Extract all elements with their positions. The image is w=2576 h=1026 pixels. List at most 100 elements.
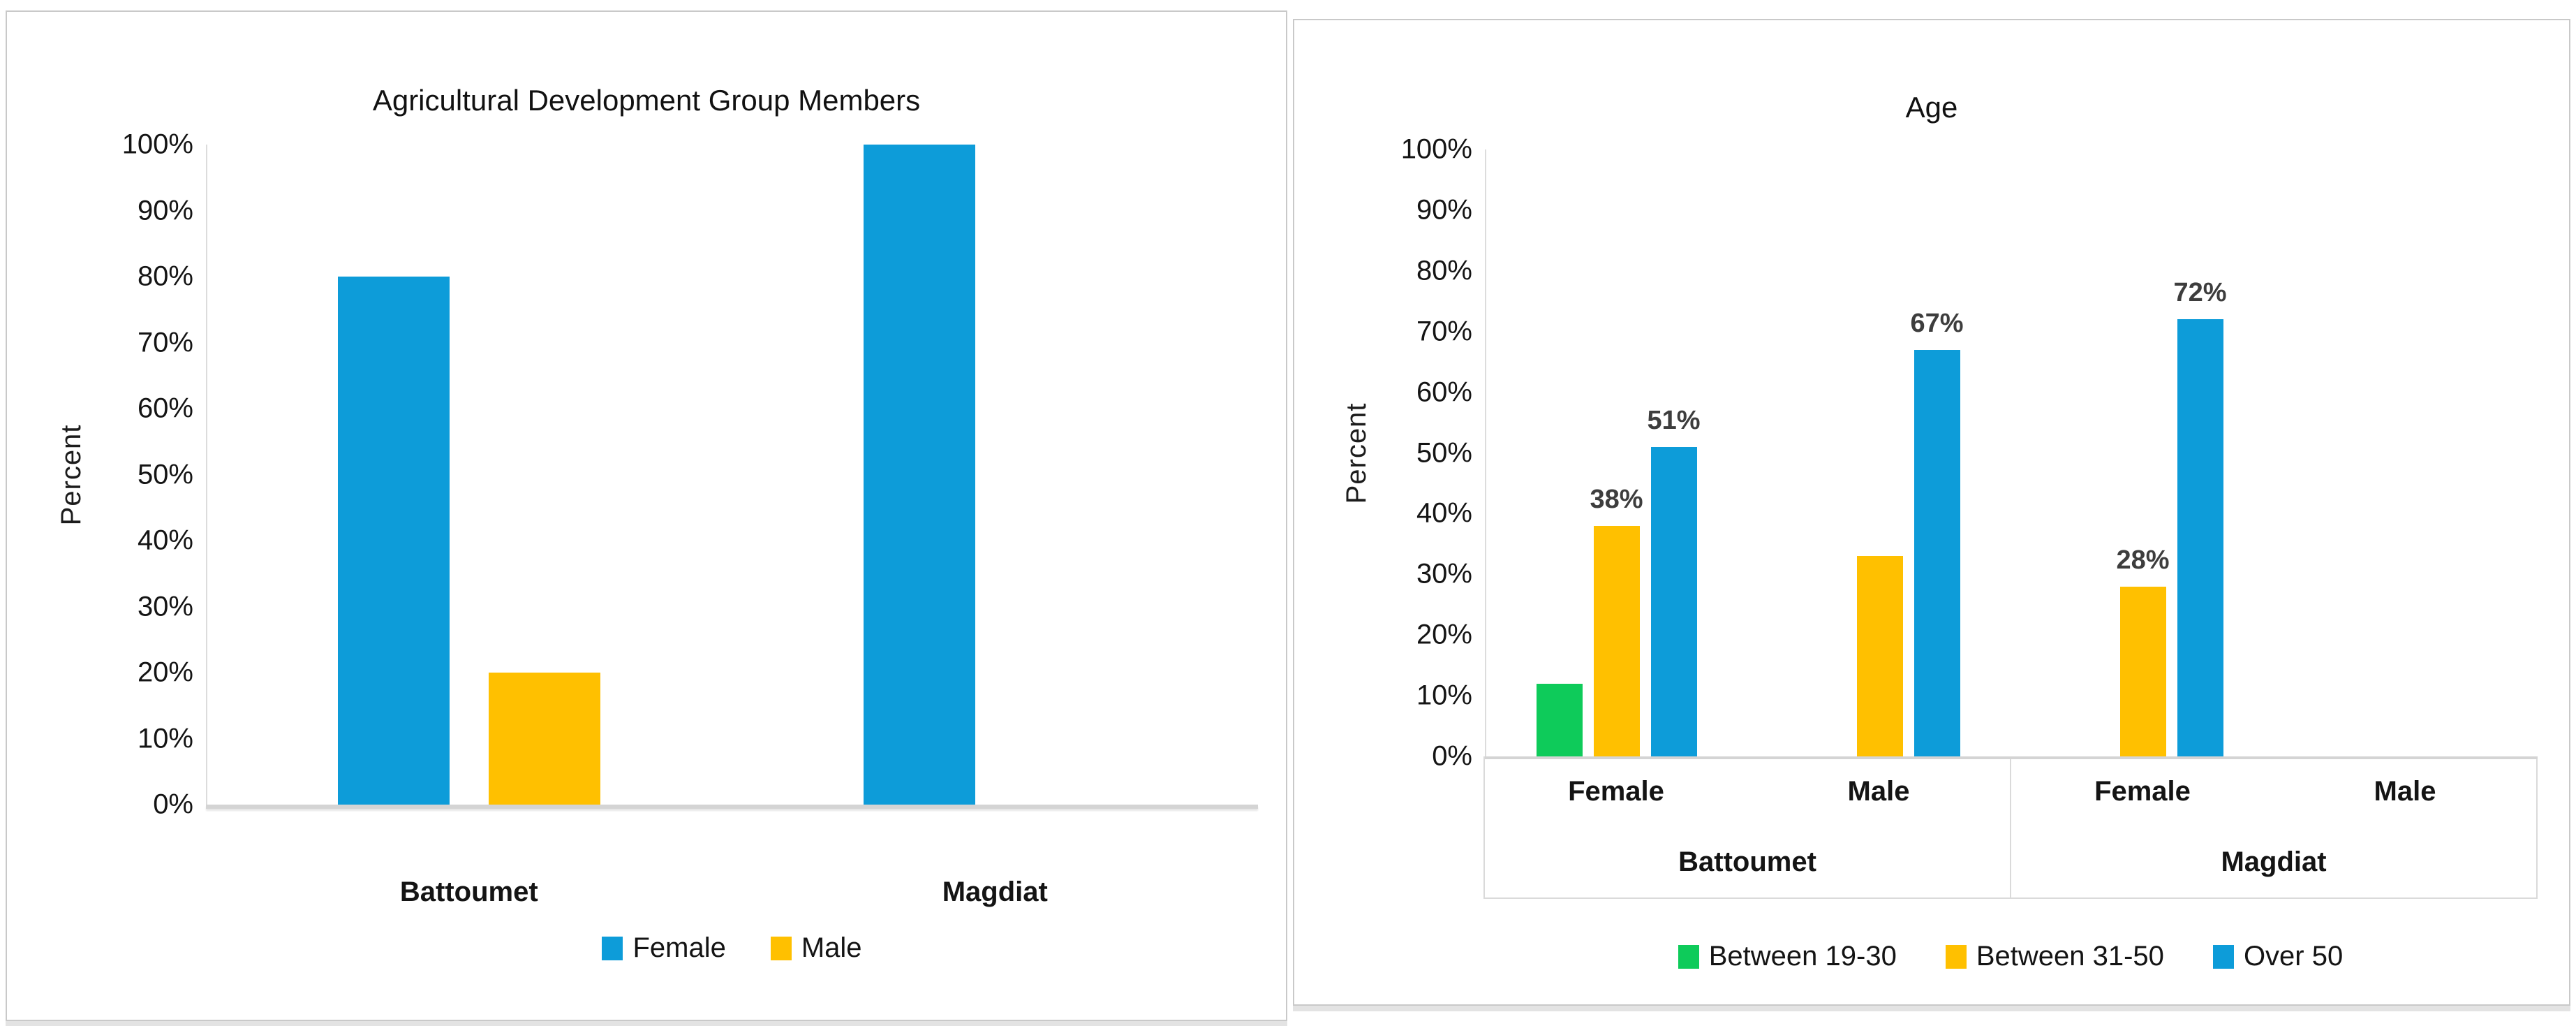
- y-axis-line: [1485, 149, 1486, 756]
- x-axis-multilevel-labels: Female Male Female Male Battoumet Magdiat: [1483, 756, 2538, 899]
- y-tick-label: 20%: [137, 657, 193, 688]
- category-label: Magdiat: [942, 877, 1048, 907]
- data-label: 51%: [1647, 405, 1701, 435]
- legend: Female Male: [206, 932, 1258, 964]
- legend-label: Over 50: [2243, 941, 2344, 972]
- bars-layer: 38% 51% 67% 28% 72%: [1485, 149, 2538, 756]
- subcategory-label: Male: [1847, 775, 1910, 807]
- legend-label: Between 31-50: [1976, 941, 2164, 972]
- legend-marker-icon: [1678, 944, 1699, 969]
- y-tick-label: 0%: [153, 789, 193, 820]
- group-label: Battoumet: [1678, 846, 1816, 877]
- bar-group: 28% 72%: [2011, 149, 2274, 756]
- category-label: Battoumet: [399, 877, 538, 907]
- bar-slot: [1800, 149, 1846, 756]
- bar-slot: [2383, 149, 2429, 756]
- subcategory-label: Female: [1568, 775, 1664, 807]
- bar-female: [337, 277, 450, 805]
- legend-label: Male: [801, 932, 862, 963]
- bar-slot: [1014, 145, 1126, 805]
- legend-item: Male: [770, 932, 862, 964]
- y-axis-title-column: Percent: [1341, 149, 1383, 756]
- bar-slot: 28%: [2116, 149, 2170, 756]
- y-tick-label: 40%: [1416, 497, 1472, 529]
- bar-slot: [2441, 149, 2487, 756]
- x-axis-category-labels: Battoumet Magdiat: [206, 877, 1258, 908]
- bar-group: 38% 51%: [1485, 149, 1748, 756]
- bar-group: 67%: [1748, 149, 2011, 756]
- bar-slot: 51%: [1647, 149, 1701, 756]
- bar-group: [732, 145, 1259, 805]
- y-tick-label: 80%: [1416, 255, 1472, 286]
- y-axis-tick-labels: 100% 90% 80% 70% 60% 50% 40% 30% 20% 10% 0%: [1383, 134, 1485, 772]
- legend-marker-icon: [602, 936, 623, 960]
- bar-between-31-50: [1856, 556, 1903, 756]
- legend-item: Between 19-30: [1678, 941, 1897, 972]
- y-tick-label: 90%: [1416, 194, 1472, 226]
- data-label: 38%: [1590, 484, 1643, 514]
- group-row: Battoumet Magdiat: [1483, 826, 2538, 897]
- chart-area: Percent 100% 90% 80% 70% 60% 50% 40% 30% 20% 10% 0…: [56, 129, 1258, 820]
- bar-male: [488, 673, 600, 805]
- bar-between-31-50: [2119, 586, 2166, 756]
- legend-label: Between 19-30: [1708, 941, 1897, 972]
- bar-female: [864, 145, 976, 805]
- bar-slot: [1536, 149, 1583, 756]
- y-axis-tick-labels: 100% 90% 80% 70% 60% 50% 40% 30% 20% 10% 0%: [98, 129, 206, 820]
- data-label: 72%: [2173, 278, 2227, 308]
- legend-item: Over 50: [2212, 941, 2344, 972]
- y-tick-label: 70%: [137, 327, 193, 358]
- bar-over-50: [1914, 349, 1960, 756]
- legend-item: Female: [602, 932, 726, 964]
- subcategory-group: Female Male: [2010, 756, 2538, 826]
- y-tick-label: 100%: [121, 129, 193, 160]
- chart-area: Percent 100% 90% 80% 70% 60% 50% 40% 30% 20% 10% 0…: [1341, 134, 2538, 772]
- y-tick-label: 60%: [137, 393, 193, 424]
- legend-item: Between 31-50: [1945, 941, 2164, 972]
- y-tick-label: 50%: [1416, 437, 1472, 468]
- y-axis-title: Percent: [56, 424, 87, 525]
- subcategory-row: Female Male Female Male: [1483, 756, 2538, 826]
- x-axis-line: [1485, 756, 2538, 759]
- y-tick-label: 70%: [1416, 316, 1472, 347]
- chart-title: Agricultural Development Group Members: [372, 83, 921, 117]
- data-label: 28%: [2116, 545, 2170, 575]
- y-tick-label: 80%: [137, 261, 193, 292]
- y-tick-label: 90%: [137, 195, 193, 226]
- y-tick-label: 60%: [1416, 376, 1472, 408]
- y-tick-label: 0%: [1432, 740, 1472, 772]
- bar-slot: [337, 145, 450, 805]
- y-axis-line: [206, 145, 207, 805]
- bar-slot: [2063, 149, 2109, 756]
- y-tick-label: 10%: [1416, 680, 1472, 711]
- members-chart-card: Agricultural Development Group Members P…: [6, 10, 1287, 1021]
- y-tick-label: 30%: [137, 591, 193, 622]
- plot-area: 38% 51% 67% 28% 72%: [1485, 149, 2538, 759]
- bar-slot: [488, 145, 600, 805]
- legend: Between 19-30 Between 31-50 Over 50: [1483, 941, 2538, 972]
- bar-slot: [2326, 149, 2372, 756]
- subcategory-label: Male: [2374, 775, 2436, 807]
- group-label: Magdiat: [2221, 846, 2327, 877]
- y-tick-label: 30%: [1416, 558, 1472, 589]
- bar-over-50: [1650, 446, 1697, 756]
- bar-group: [2274, 149, 2538, 756]
- subcategory-label: Female: [2094, 775, 2191, 807]
- legend-marker-icon: [2212, 944, 2234, 969]
- legend-marker-icon: [770, 936, 792, 960]
- legend-label: Female: [632, 932, 726, 963]
- x-axis-line: [206, 805, 1258, 809]
- bars-layer: [206, 145, 1258, 805]
- bar-slot: [1856, 149, 1903, 756]
- bar-between-19-30: [1536, 683, 1583, 756]
- y-tick-label: 40%: [137, 525, 193, 556]
- group-cell: Battoumet: [1483, 826, 2010, 897]
- bar-slot: 67%: [1910, 149, 1964, 756]
- data-label: 67%: [1910, 308, 1964, 338]
- y-tick-label: 100%: [1400, 133, 1472, 165]
- y-tick-label: 20%: [1416, 619, 1472, 650]
- y-axis-title-column: Percent: [56, 145, 98, 805]
- bar-group: [206, 145, 732, 805]
- age-chart-card: Age Percent 100% 90% 80% 70% 60% 50% 40% 30% 20%…: [1293, 19, 2570, 1006]
- bar-between-31-50: [1593, 525, 1640, 756]
